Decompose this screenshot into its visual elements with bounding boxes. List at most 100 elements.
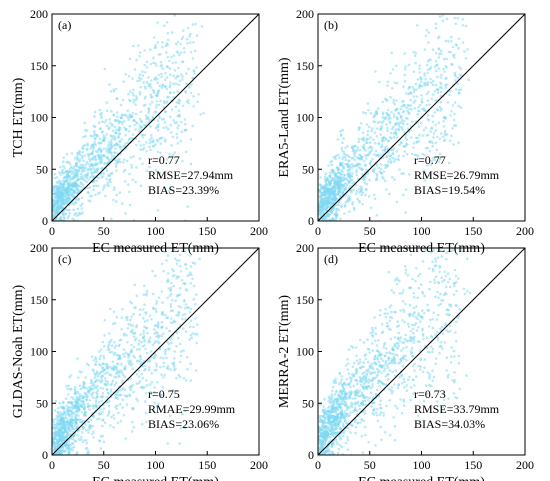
- scatter-point: [353, 420, 357, 423]
- scatter-point: [428, 287, 431, 291]
- scatter-point: [434, 275, 438, 279]
- scatter-point: [94, 374, 97, 378]
- scatter-point: [104, 379, 107, 383]
- scatter-point: [155, 310, 158, 314]
- scatter-point: [416, 112, 419, 116]
- scatter-point: [318, 189, 322, 192]
- scatter-point: [377, 339, 380, 342]
- scatter-point: [348, 197, 351, 200]
- scatter-point: [351, 203, 355, 206]
- scatter-point: [174, 82, 178, 85]
- scatter-point: [83, 173, 87, 177]
- scatter-point: [124, 437, 128, 440]
- scatter-point: [319, 176, 322, 179]
- scatter-point: [138, 124, 141, 127]
- scatter-point: [57, 207, 61, 211]
- x-tick-label: 200: [516, 224, 534, 238]
- scatter-point: [196, 100, 199, 104]
- scatter-point: [110, 172, 113, 175]
- scatter-point: [352, 188, 355, 192]
- scatter-point: [110, 157, 113, 160]
- scatter-point: [340, 399, 344, 403]
- scatter-point: [181, 159, 184, 163]
- scatter-point: [417, 286, 421, 290]
- scatter-point: [387, 362, 391, 365]
- scatter-point: [414, 61, 417, 65]
- scatter-point: [127, 130, 131, 133]
- scatter-point: [178, 264, 182, 268]
- scatter-point: [350, 175, 354, 178]
- scatter-point: [452, 54, 455, 58]
- scatter-point: [397, 112, 401, 115]
- scatter-point: [185, 128, 188, 132]
- scatter-point: [367, 153, 370, 156]
- scatter-point: [403, 337, 407, 341]
- scatter-point: [114, 87, 118, 91]
- scatter-point: [71, 407, 74, 410]
- scatter-point: [418, 349, 422, 353]
- scatter-point: [429, 251, 433, 254]
- scatter-point: [56, 410, 60, 414]
- scatter-point: [371, 411, 375, 415]
- scatter-point: [123, 126, 126, 129]
- scatter-point: [153, 401, 157, 405]
- scatter-point: [174, 61, 178, 64]
- scatter-point: [88, 200, 92, 203]
- scatter-point: [115, 115, 119, 118]
- scatter-point: [436, 339, 440, 342]
- scatter-point: [384, 347, 388, 350]
- panel-label: (a): [58, 18, 71, 32]
- scatter-point: [95, 360, 98, 363]
- scatter-point: [118, 403, 122, 406]
- scatter-point: [175, 331, 179, 335]
- scatter-point: [410, 92, 413, 95]
- scatter-point: [356, 148, 359, 152]
- scatter-point: [94, 402, 98, 405]
- scatter-point: [130, 343, 133, 347]
- scatter-point: [442, 398, 446, 402]
- scatter-point: [398, 168, 401, 171]
- scatter-point: [57, 452, 61, 455]
- scatter-point: [320, 187, 323, 190]
- scatter-point: [441, 19, 445, 23]
- scatter-point: [101, 374, 105, 378]
- scatter-point: [130, 430, 134, 433]
- scatter-point: [180, 279, 184, 282]
- scatter-point: [428, 103, 431, 106]
- scatter-point: [77, 191, 80, 194]
- scatter-point: [62, 179, 65, 183]
- scatter-point: [161, 325, 164, 329]
- scatter-point: [436, 88, 440, 91]
- scatter-point: [375, 174, 379, 177]
- scatter-point: [340, 445, 344, 449]
- scatter-point: [153, 328, 156, 331]
- scatter-point: [160, 75, 163, 79]
- scatter-point: [325, 176, 329, 180]
- scatter-point: [334, 174, 337, 178]
- scatter-point: [346, 358, 349, 361]
- scatter-point: [466, 290, 469, 293]
- scatter-point: [105, 395, 108, 399]
- scatter-point: [104, 377, 107, 380]
- scatter-point: [355, 173, 359, 177]
- scatter-point: [89, 147, 93, 150]
- scatter-point: [126, 116, 130, 119]
- scatter-point: [73, 157, 77, 160]
- scatter-point: [409, 398, 412, 402]
- scatter-point: [94, 170, 97, 174]
- scatter-point: [392, 101, 395, 104]
- scatter-point: [184, 282, 187, 285]
- scatter-point: [185, 37, 189, 41]
- scatter-point: [130, 163, 133, 167]
- scatter-point: [337, 153, 340, 157]
- scatter-point: [390, 386, 394, 389]
- scatter-point: [134, 112, 138, 116]
- scatter-point: [152, 56, 155, 60]
- scatter-point: [167, 95, 170, 99]
- scatter-point: [113, 321, 117, 325]
- scatter-point: [364, 164, 368, 167]
- scatter-point: [67, 440, 70, 444]
- scatter-point: [124, 72, 128, 76]
- scatter-point: [391, 156, 395, 160]
